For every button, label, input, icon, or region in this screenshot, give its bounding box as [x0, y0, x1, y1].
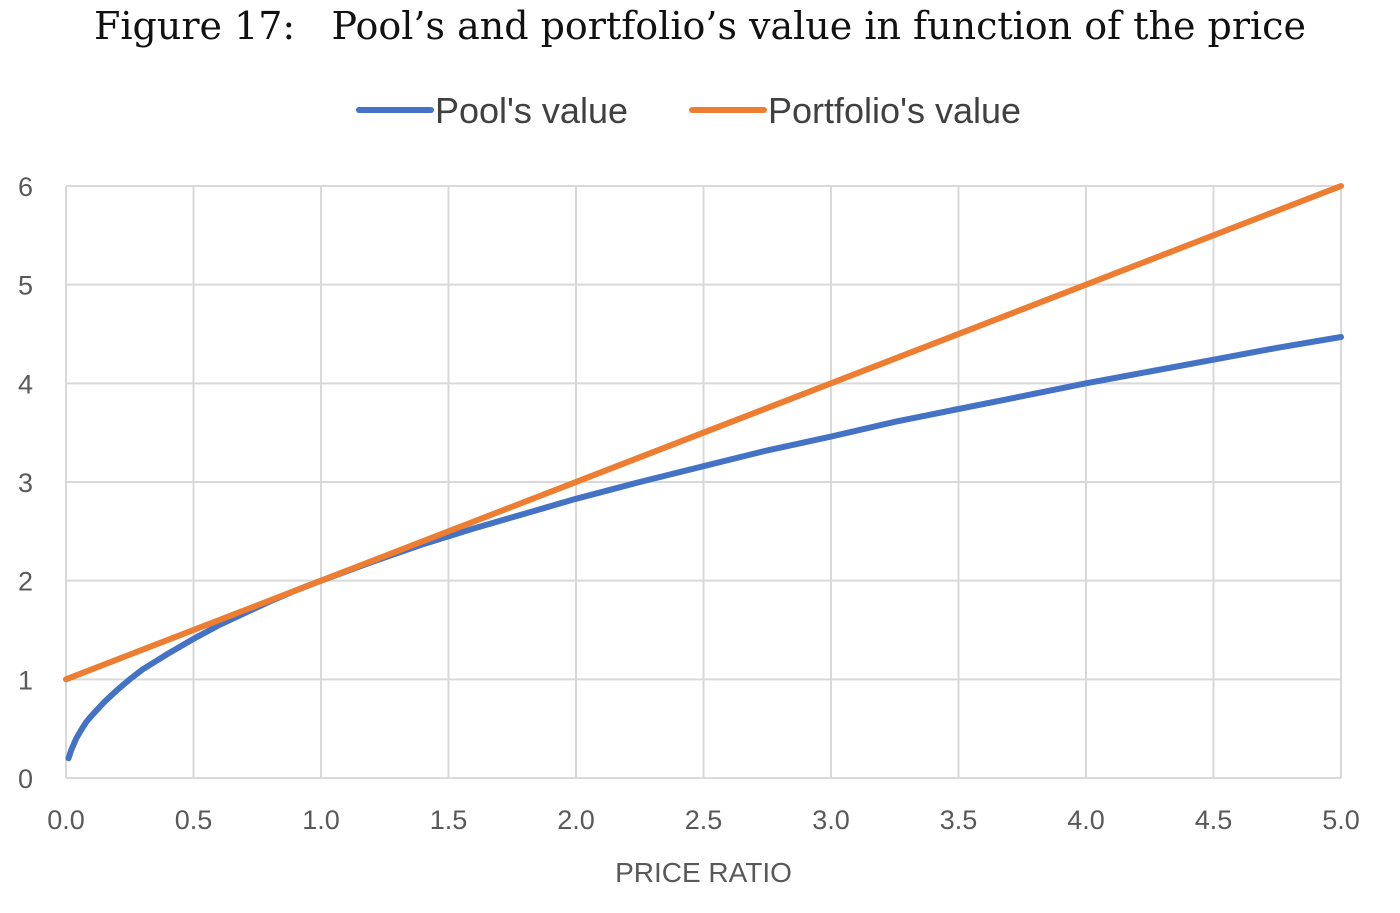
y-tick-label: 3 — [18, 468, 33, 498]
x-tick-label: 1.0 — [302, 805, 340, 835]
x-tick-label: 4.0 — [1067, 805, 1105, 835]
y-tick-label: 2 — [18, 567, 33, 597]
legend: Pool's value Portfolio's value — [356, 90, 1021, 131]
x-axis-title: PRICE RATIO — [615, 857, 792, 888]
series-line-1 — [63, 183, 1344, 683]
x-tick-label: 3.0 — [812, 805, 850, 835]
x-tick-label: 3.5 — [940, 805, 978, 835]
y-tick-label: 5 — [18, 271, 33, 301]
y-tick-label: 6 — [18, 172, 33, 202]
legend-label: Pool's value — [435, 90, 628, 131]
y-tick-label: 4 — [18, 369, 33, 399]
x-tick-label: 0.5 — [175, 805, 213, 835]
x-tick-label: 0.0 — [47, 805, 85, 835]
x-tick-label: 4.5 — [1195, 805, 1233, 835]
grid-lines — [65, 185, 1342, 779]
x-tick-label: 5.0 — [1322, 805, 1360, 835]
x-tick-label: 2.5 — [685, 805, 723, 835]
y-tick-label: 0 — [18, 764, 33, 794]
y-axis-ticks: 0 1 2 3 4 5 6 — [18, 172, 33, 794]
x-axis-ticks: 0.0 0.5 1.0 1.5 2.0 2.5 3.0 3.5 4.0 4.5 5.0 — [47, 805, 1360, 835]
series-line-0 — [65, 334, 1344, 762]
x-tick-label: 1.5 — [430, 805, 468, 835]
legend-label: Portfolio's value — [768, 90, 1021, 131]
figure-caption: Figure 17: Pool’s and portfolio’s value … — [94, 4, 1306, 48]
y-tick-label: 1 — [18, 665, 33, 695]
x-tick-label: 2.0 — [557, 805, 595, 835]
series-lines — [63, 183, 1344, 762]
